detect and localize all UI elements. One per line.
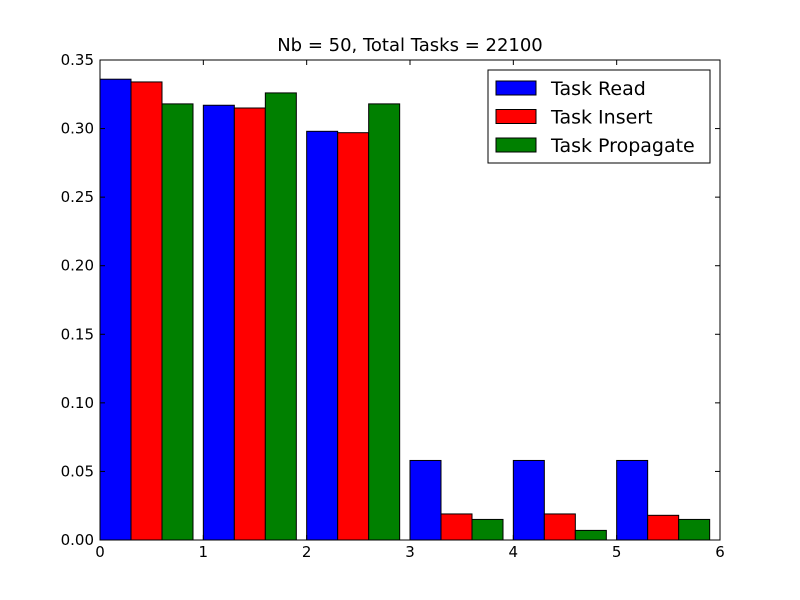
x-tick-label: 1 xyxy=(199,543,209,561)
y-tick-label: 0.15 xyxy=(61,325,94,343)
bar-task-read-1 xyxy=(202,104,235,541)
x-tick-label: 0 xyxy=(95,543,105,561)
bar-task-read-3 xyxy=(409,459,442,541)
y-tick-label: 0.20 xyxy=(61,257,94,275)
legend-swatch-task-read xyxy=(495,80,537,96)
bar-task-propagate-5 xyxy=(678,518,711,541)
bar-task-insert-5 xyxy=(647,514,680,541)
bar-task-insert-0 xyxy=(130,81,163,541)
bar-task-propagate-1 xyxy=(264,92,297,541)
legend: Task Read Task Insert Task Propagate xyxy=(487,69,711,164)
y-tick-label: 0.05 xyxy=(61,462,94,480)
x-tick-label: 4 xyxy=(509,543,519,561)
bar-task-read-5 xyxy=(616,459,649,541)
bar-task-propagate-4 xyxy=(574,529,607,541)
legend-swatch-task-insert xyxy=(495,109,537,124)
bar-task-read-2 xyxy=(306,130,339,541)
bar-task-read-4 xyxy=(512,459,545,541)
bar-task-propagate-0 xyxy=(161,103,194,541)
x-tick-label: 2 xyxy=(302,543,312,561)
y-tick-label: 0.00 xyxy=(61,531,94,549)
legend-swatch-task-propagate xyxy=(495,137,537,153)
chart-title: Nb = 50, Total Tasks = 22100 xyxy=(277,35,543,56)
ticks-group: 0 1 2 3 4 5 6 0.00 0.05 0.10 0.15 0.20 0.25 0.30 0.35 xyxy=(61,51,725,561)
bar-task-propagate-3 xyxy=(471,518,504,541)
bar-task-propagate-2 xyxy=(368,103,401,541)
y-tick-label: 0.10 xyxy=(61,394,94,412)
y-tick-label: 0.35 xyxy=(61,51,94,69)
bar-task-insert-3 xyxy=(440,513,473,541)
bar-task-insert-4 xyxy=(543,513,576,541)
legend-label: Task Read xyxy=(550,78,646,100)
bar-task-insert-2 xyxy=(337,132,370,541)
bar-task-read-0 xyxy=(99,78,132,541)
bar-task-insert-1 xyxy=(233,107,266,541)
y-tick-label: 0.25 xyxy=(61,188,94,206)
legend-label: Task Propagate xyxy=(550,135,695,157)
y-tick-label: 0.30 xyxy=(61,120,94,138)
bars-group xyxy=(99,78,711,541)
legend-label: Task Insert xyxy=(550,107,653,129)
plot-frame xyxy=(99,59,721,541)
x-tick-label: 5 xyxy=(612,543,622,561)
x-tick-label: 3 xyxy=(405,543,415,561)
x-tick-label: 6 xyxy=(715,543,725,561)
